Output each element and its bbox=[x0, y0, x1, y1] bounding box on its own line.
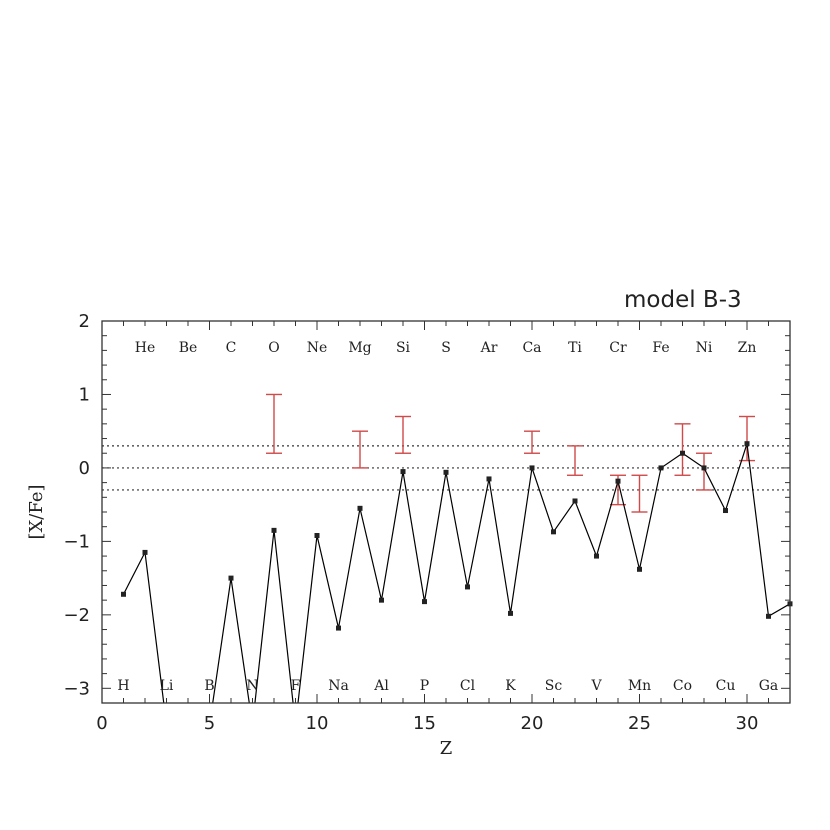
element-label-bottom: V bbox=[590, 678, 602, 694]
error-bar bbox=[352, 430, 368, 469]
element-label-top: Fe bbox=[652, 340, 669, 356]
element-label-top: He bbox=[135, 340, 156, 356]
element-label-bottom: Mn bbox=[628, 678, 651, 694]
element-label-bottom: K bbox=[505, 678, 516, 694]
data-point bbox=[379, 597, 384, 603]
element-label-top: Ca bbox=[522, 340, 541, 356]
element-label-bottom: Co bbox=[673, 678, 692, 694]
error-bar bbox=[524, 430, 540, 454]
y-tick-label: −2 bbox=[63, 605, 90, 626]
data-point bbox=[465, 584, 470, 590]
element-label-top: Mg bbox=[348, 340, 371, 356]
data-point bbox=[357, 505, 363, 511]
element-label-top: Ar bbox=[480, 340, 498, 356]
element-label-bottom: F bbox=[291, 678, 301, 694]
element-label-top: C bbox=[226, 340, 237, 356]
error-bar bbox=[266, 393, 282, 454]
y-tick-label: −3 bbox=[63, 678, 90, 699]
data-point bbox=[615, 478, 621, 484]
element-label-top: Si bbox=[396, 340, 411, 356]
element-label-bottom: P bbox=[420, 678, 429, 694]
data-point bbox=[572, 498, 578, 504]
element-label-top: O bbox=[268, 340, 279, 356]
chart-title: model B-3 bbox=[624, 287, 742, 313]
y-tick-label: −1 bbox=[63, 531, 90, 552]
model-line bbox=[122, 443, 790, 703]
error-bar bbox=[674, 423, 691, 476]
x-tick-label: 25 bbox=[628, 713, 651, 734]
error-bar bbox=[567, 445, 583, 476]
data-point bbox=[314, 533, 320, 539]
element-label-bottom: Cl bbox=[460, 678, 476, 694]
data-point bbox=[551, 529, 556, 535]
error-bar bbox=[739, 415, 755, 462]
plot-frame bbox=[101, 320, 791, 704]
element-label-top: Ni bbox=[696, 340, 713, 356]
data-point bbox=[336, 625, 341, 631]
data-point bbox=[723, 508, 728, 514]
x-tick-label: 0 bbox=[96, 713, 107, 734]
y-tick-label: 1 bbox=[79, 384, 90, 405]
data-point bbox=[486, 476, 492, 482]
element-label-bottom: Al bbox=[373, 678, 389, 694]
data-point bbox=[594, 553, 599, 559]
element-label-bottom: Sc bbox=[545, 678, 563, 694]
data-point bbox=[529, 465, 535, 471]
data-point bbox=[271, 527, 277, 533]
y-tick-label: 2 bbox=[79, 311, 90, 332]
y-axis-title: [X/Fe] bbox=[26, 484, 47, 539]
error-bar bbox=[696, 452, 712, 491]
x-tick-label: 30 bbox=[736, 713, 759, 734]
element-label-top: Ti bbox=[568, 340, 582, 356]
data-point bbox=[142, 549, 148, 555]
error-bar bbox=[395, 415, 411, 454]
x-tick-label: 15 bbox=[413, 713, 436, 734]
element-label-bottom: H bbox=[117, 678, 129, 694]
data-point bbox=[443, 469, 449, 475]
data-point bbox=[680, 450, 685, 456]
element-label-bottom: N bbox=[246, 678, 258, 694]
element-label-bottom: Li bbox=[160, 678, 174, 694]
data-point bbox=[121, 591, 126, 597]
element-label-bottom: Cu bbox=[716, 678, 736, 694]
element-label-top: Zn bbox=[738, 340, 757, 356]
element-label-top: S bbox=[441, 340, 451, 356]
data-point bbox=[637, 566, 642, 572]
element-label-top: Ne bbox=[307, 340, 328, 356]
data-point bbox=[744, 441, 750, 447]
x-tick-label: 5 bbox=[204, 713, 215, 734]
data-point bbox=[422, 599, 427, 605]
data-point bbox=[658, 465, 664, 471]
element-label-top: Cr bbox=[609, 340, 627, 356]
data-point bbox=[400, 469, 406, 475]
data-point bbox=[766, 613, 771, 619]
error-bar bbox=[631, 474, 648, 513]
data-point bbox=[228, 575, 234, 581]
element-label-bottom: Na bbox=[328, 678, 349, 694]
element-label-bottom: B bbox=[204, 678, 214, 694]
x-axis-title: Z bbox=[440, 738, 453, 759]
y-tick-label: 0 bbox=[79, 458, 90, 479]
element-label-bottom: Ga bbox=[759, 678, 779, 694]
x-tick-label: 10 bbox=[306, 713, 329, 734]
data-point bbox=[701, 465, 707, 471]
element-label-top: Be bbox=[179, 340, 198, 356]
x-tick-label: 20 bbox=[521, 713, 544, 734]
data-point bbox=[508, 610, 513, 616]
